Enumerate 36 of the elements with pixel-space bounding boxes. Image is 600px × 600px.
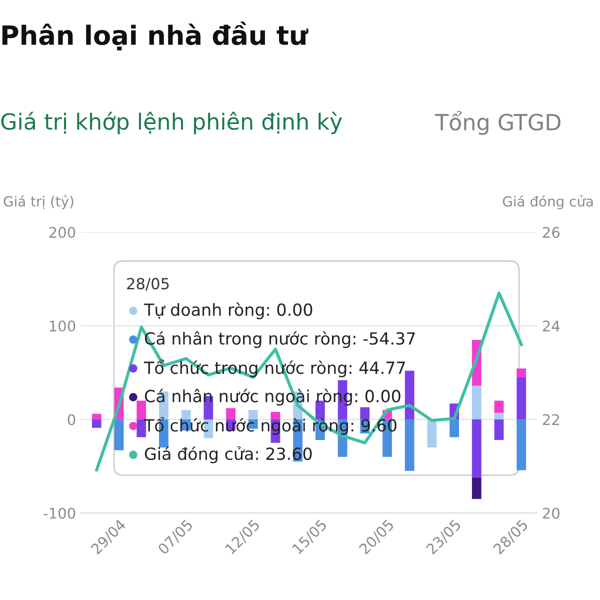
bar xyxy=(226,408,236,420)
y2-tick-label: 24 xyxy=(542,320,560,332)
bar xyxy=(472,477,482,499)
chart-title: Phân loại nhà đầu tư xyxy=(2,22,308,50)
y2-tick-label: 26 xyxy=(542,226,560,238)
bar xyxy=(404,370,414,420)
y-axis-title: Giá trị (tỷ) xyxy=(4,195,74,210)
bar xyxy=(494,400,504,413)
y-tick-label: -100 xyxy=(44,508,76,519)
bar xyxy=(516,419,526,470)
bar xyxy=(181,410,191,420)
y2-axis-title: Giá đóng cửa xyxy=(502,195,593,210)
annotation: Tự doanh ròng: 0.00 xyxy=(144,302,312,320)
annotation: 28/05 xyxy=(127,278,169,291)
bar xyxy=(516,377,526,420)
bar xyxy=(248,410,258,420)
bar xyxy=(516,368,526,378)
line-series xyxy=(95,292,523,472)
bar xyxy=(360,407,370,420)
y-tick-label: 100 xyxy=(50,320,76,332)
text: Tổng GTGD xyxy=(434,111,560,135)
bar xyxy=(92,419,102,428)
bar xyxy=(494,419,504,440)
bar xyxy=(114,419,124,450)
y2-tick-label: 22 xyxy=(542,414,559,425)
y-tick-label: 0 xyxy=(68,414,76,426)
bar xyxy=(450,419,459,438)
bar xyxy=(494,412,504,420)
bar xyxy=(92,414,102,420)
bar xyxy=(472,386,482,420)
chart-subtitle: Giá trị khớp lệnh phiên định kỳ xyxy=(1,112,342,134)
y-tick-label: 200 xyxy=(49,226,76,238)
bar xyxy=(427,419,437,448)
bar xyxy=(472,419,482,478)
y2-tick-label: 20 xyxy=(542,508,560,519)
bar xyxy=(404,419,414,471)
